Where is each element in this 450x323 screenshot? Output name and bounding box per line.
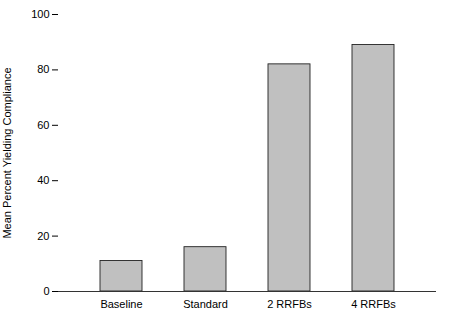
svg-text:100: 100 [31, 8, 49, 20]
svg-text:80: 80 [37, 63, 49, 75]
svg-text:Standard: Standard [183, 298, 228, 310]
svg-text:Mean Percent Yielding Complian: Mean Percent Yielding Compliance [1, 67, 13, 238]
svg-text:0: 0 [43, 285, 49, 297]
svg-text:40: 40 [37, 174, 49, 186]
svg-text:Baseline: Baseline [100, 298, 142, 310]
svg-text:60: 60 [37, 119, 49, 131]
svg-text:20: 20 [37, 230, 49, 242]
svg-text:4 RRFBs: 4 RRFBs [351, 298, 396, 310]
svg-text:2 RRFBs: 2 RRFBs [267, 298, 312, 310]
